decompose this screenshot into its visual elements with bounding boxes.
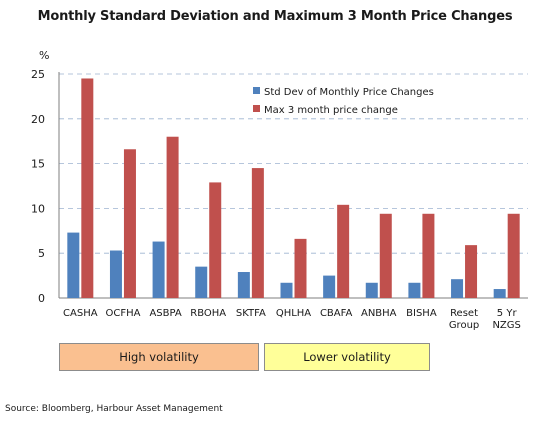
x-category-label: ANBHA: [361, 308, 397, 319]
max-change-bar: [422, 213, 435, 298]
x-category-label: QHLHA: [276, 308, 311, 319]
max-change-bar: [209, 182, 222, 298]
chart-title: Monthly Standard Deviation and Maximum 3…: [37, 9, 513, 24]
x-category-label: Group: [449, 320, 479, 331]
y-tick-label: 10: [31, 202, 45, 215]
std-dev-bar: [408, 282, 421, 298]
max-change-bar: [379, 213, 392, 298]
std-dev-bar: [195, 266, 208, 298]
std-dev-bar: [152, 241, 165, 298]
max-change-bar: [123, 149, 136, 298]
y-tick-label: 20: [31, 113, 45, 126]
x-category-label: 5 Yr: [497, 308, 518, 319]
x-category-label: ASBPA: [149, 308, 181, 319]
std-dev-bar: [493, 289, 506, 298]
max-change-bar: [294, 238, 307, 298]
source-note: Source: Bloomberg, Harbour Asset Managem…: [5, 404, 223, 414]
x-category-label: RBOHA: [190, 308, 226, 319]
legend-label-max-change: Max 3 month price change: [264, 105, 398, 116]
x-category-label: CBAFA: [320, 308, 353, 319]
x-category-label: Reset: [450, 308, 478, 319]
max-change-bar: [337, 204, 350, 298]
y-axis-unit-label: %: [39, 49, 50, 62]
lower-volatility-text: Lower volatility: [303, 350, 391, 364]
x-category-label: SKTFA: [236, 308, 266, 319]
std-dev-bar: [451, 279, 464, 298]
y-tick-label: 0: [38, 292, 45, 305]
legend-swatch-max-change: [253, 105, 260, 112]
std-dev-bar: [237, 272, 250, 298]
max-change-bar: [81, 78, 94, 298]
x-category-label: CASHA: [63, 308, 98, 319]
legend-label-std-dev: Std Dev of Monthly Price Changes: [264, 87, 434, 98]
high-volatility-group-label: High volatility: [59, 343, 259, 371]
legend-swatch-std-dev: [253, 87, 260, 94]
x-category-label: BISHA: [406, 308, 437, 319]
y-tick-label: 5: [38, 247, 45, 260]
max-change-bar: [251, 168, 264, 298]
y-tick-label: 25: [31, 68, 45, 81]
y-tick-label: 15: [31, 158, 45, 171]
std-dev-bar: [280, 282, 293, 298]
high-volatility-text: High volatility: [119, 350, 199, 364]
x-category-label: NZGS: [492, 320, 520, 331]
max-change-bar: [465, 245, 478, 298]
lower-volatility-group-label: Lower volatility: [264, 343, 430, 371]
max-change-bar: [166, 136, 179, 298]
std-dev-bar: [365, 282, 378, 298]
x-category-label: OCFHA: [105, 308, 140, 319]
max-change-bar: [507, 213, 520, 298]
std-dev-bar: [109, 250, 122, 298]
std-dev-bar: [323, 275, 336, 298]
std-dev-bar: [67, 232, 80, 298]
